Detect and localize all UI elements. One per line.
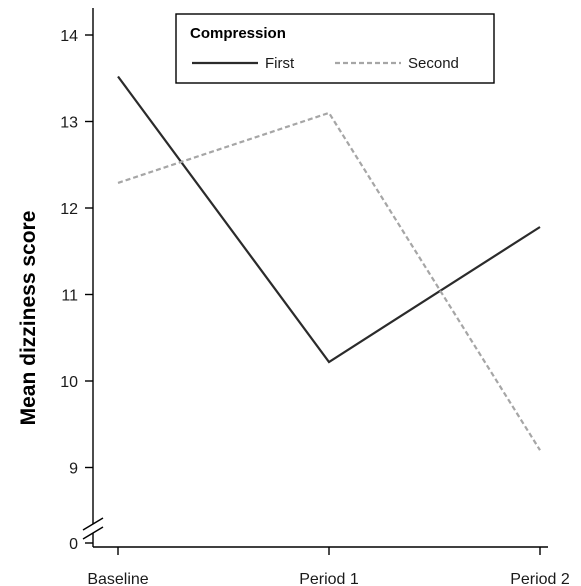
x-tick-label: Period 2 [510,571,570,586]
legend: Compression First Second [175,13,495,84]
y-tick-label: 14 [60,28,78,45]
y-ticks: 14 13 12 11 10 9 0 [60,28,93,553]
series-line-second [117,111,541,451]
y-tick-label: 12 [60,201,78,218]
legend-box [175,13,495,84]
y-tick-label: 13 [60,115,78,132]
legend-title: Compression [190,25,286,42]
x-tick-label: Baseline [87,571,148,586]
y-tick-label: 9 [69,461,78,478]
axis-break-mark [82,526,104,540]
y-axis-title: Mean dizziness score [17,211,40,426]
legend-label-second: Second [408,55,459,72]
y-tick-label: 11 [61,288,78,305]
series-lines [117,75,541,451]
y-tick-label: 0 [69,536,78,553]
x-tick-label: Period 1 [299,571,359,586]
axis-break-mark [82,517,104,531]
y-tick-label: 10 [60,374,78,391]
axes [82,8,548,548]
legend-label-first: First [265,55,295,72]
series-line-first [117,75,541,364]
x-ticks: Baseline Period 1 Period 2 [87,547,570,586]
